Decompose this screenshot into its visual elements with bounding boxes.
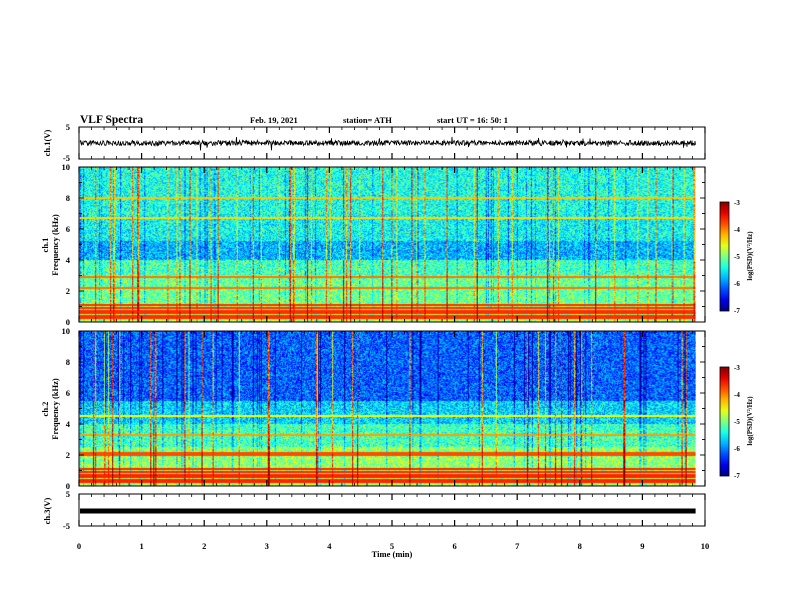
ch1-freq-tick-8: 8 bbox=[66, 193, 70, 203]
ch3-waveform-line bbox=[80, 508, 696, 514]
ch3-ytick-bottom: -5 bbox=[63, 521, 70, 531]
ch2-freq-tick-10: 10 bbox=[62, 326, 71, 336]
ch1-ytick-bottom: -5 bbox=[63, 153, 70, 163]
time-axis-tick-label: 10 bbox=[701, 541, 710, 551]
time-axis-tick-label: 7 bbox=[515, 541, 520, 551]
ch2-spectrogram-image bbox=[79, 331, 696, 486]
ch2-colorbar-tick-m5: -5 bbox=[734, 418, 740, 426]
ch2-freq-tick-6: 6 bbox=[66, 388, 70, 398]
ch1-freq-tick-6: 6 bbox=[66, 224, 70, 234]
ch1-spectrogram-image bbox=[79, 167, 696, 322]
ch1-ytick-top: 5 bbox=[66, 122, 70, 132]
ch1-waveform-line bbox=[79, 136, 696, 151]
time-axis-tick-label: 4 bbox=[327, 541, 332, 551]
ch1-freq-tick-2: 2 bbox=[66, 286, 70, 296]
ch2-spectrogram-panel: 0 2 4 6 8 10 ch.2 Frequency (kHz) bbox=[40, 326, 706, 491]
ch1-colorbar-tick-m7: -7 bbox=[734, 307, 740, 315]
ch2-freq-tick-2: 2 bbox=[66, 450, 70, 460]
ch1-spectrogram-ylabel-frequency: Frequency (kHz) bbox=[50, 214, 60, 276]
time-axis-label: Time (min) bbox=[372, 549, 413, 559]
ch2-colorbar-tick-m7: -7 bbox=[734, 472, 740, 480]
date-label: Feb. 19, 2021 bbox=[250, 115, 298, 125]
ch2-freq-tick-8: 8 bbox=[66, 357, 70, 367]
ch1-spectrogram-ylabel-channel: ch.1 bbox=[40, 238, 50, 253]
ch3-ytick-top: 5 bbox=[66, 489, 70, 499]
time-axis-tick-label: 6 bbox=[452, 541, 456, 551]
ch1-waveform-ylabel: ch.1(V) bbox=[42, 129, 52, 156]
ch1-colorbar-tick-m6: -6 bbox=[734, 280, 740, 288]
time-axis-tick-label: 9 bbox=[640, 541, 644, 551]
ch1-waveform-panel: 5 -5 ch.1(V) bbox=[42, 122, 706, 163]
ch1-freq-tick-0: 0 bbox=[66, 317, 70, 327]
ch2-freq-tick-4: 4 bbox=[66, 419, 71, 429]
ch3-waveform-ticks bbox=[78, 494, 706, 526]
time-axis-tick-label: 5 bbox=[390, 541, 394, 551]
ch1-colorbar-label: log(PSD)(V²/Hz) bbox=[746, 231, 754, 281]
ch2-colorbar-tick-m3: -3 bbox=[734, 364, 740, 372]
ch2-colorbar: -3 -4 -5 -6 -7 log(PSD)(V²/Hz) bbox=[719, 364, 754, 480]
ch2-colorbar-tick-m6: -6 bbox=[734, 445, 740, 453]
ch1-freq-tick-4: 4 bbox=[66, 255, 71, 265]
time-axis-tick-labels: 0 1 2 3 4 5 6 7 8 9 10 bbox=[77, 541, 709, 551]
ch2-spectrogram-ylabel-frequency: Frequency (kHz) bbox=[50, 378, 60, 440]
station-label: station= ATH bbox=[343, 115, 392, 125]
ch2-colorbar-tick-m4: -4 bbox=[734, 391, 740, 399]
ch1-spectrogram-ticks bbox=[78, 166, 706, 323]
time-axis-tick-label: 2 bbox=[202, 541, 206, 551]
ch2-colorbar-bar bbox=[719, 366, 730, 477]
ch1-colorbar-tick-m5: -5 bbox=[734, 253, 740, 261]
time-axis-tick-label: 0 bbox=[77, 541, 81, 551]
figure-title: VLF Spectra bbox=[80, 114, 143, 126]
ch1-spectrogram-panel: 0 2 4 6 8 10 ch.1 Frequency (kHz) bbox=[40, 162, 706, 327]
ch1-waveform-ticks bbox=[78, 127, 706, 159]
time-axis-tick-label: 8 bbox=[578, 541, 582, 551]
ch2-spectrogram-ylabel-channel: ch.2 bbox=[40, 402, 50, 417]
ch2-freq-tick-0: 0 bbox=[66, 481, 70, 491]
time-axis-tick-label: 3 bbox=[265, 541, 269, 551]
start-time-label: start UT = 16: 50: 1 bbox=[437, 115, 508, 125]
ch2-colorbar-label: log(PSD)(V²/Hz) bbox=[746, 396, 754, 446]
ch1-colorbar-tick-m4: -4 bbox=[734, 226, 740, 234]
ch3-waveform-panel: 5 -5 ch.3(V) bbox=[42, 489, 706, 531]
ch1-freq-tick-10: 10 bbox=[62, 162, 71, 172]
ch1-colorbar-bar bbox=[719, 201, 730, 312]
ch1-colorbar: -3 -4 -5 -6 -7 log(PSD)(V²/Hz) bbox=[719, 199, 754, 315]
time-axis-tick-label: 1 bbox=[139, 541, 143, 551]
ch3-waveform-ylabel: ch.3(V) bbox=[42, 497, 52, 524]
ch1-colorbar-tick-m3: -3 bbox=[734, 199, 740, 207]
ch2-spectrogram-ticks bbox=[78, 330, 706, 487]
